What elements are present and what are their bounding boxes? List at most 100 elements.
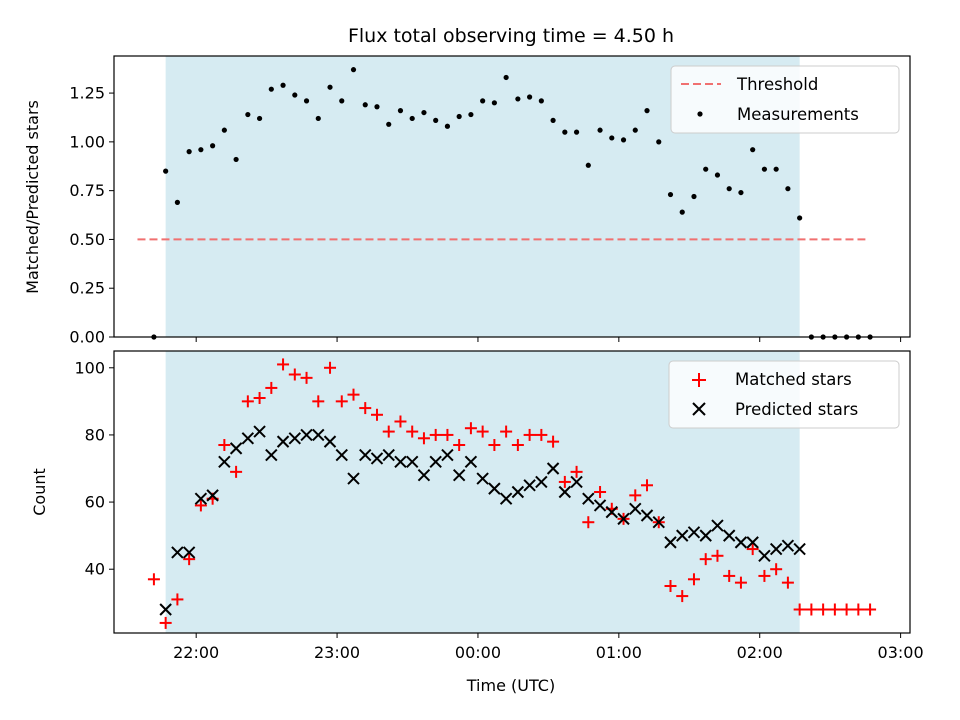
x-tick-label-00-00: 00:00 — [455, 643, 501, 662]
predicted-stars-point-27 — [476, 472, 489, 485]
measurements-point-50 — [738, 189, 744, 196]
y-tick-label-0-0-25: 0.25 — [69, 279, 105, 298]
measurements-point-22 — [409, 115, 415, 122]
predicted-stars-point-16 — [347, 472, 360, 485]
x-axis-label: Time (UTC) — [466, 676, 555, 695]
measurements-point-53 — [773, 166, 779, 172]
x-tick-label-22-00: 22:00 — [173, 643, 219, 662]
measurements-legend-label: Measurements — [737, 105, 859, 124]
predicted-stars-point-36 — [582, 492, 595, 505]
matched-stars-point-8 — [241, 395, 254, 408]
matched-stars-point-20 — [382, 425, 395, 438]
predicted-stars-point-28 — [488, 482, 501, 495]
measurements-point-9 — [256, 115, 263, 122]
matched-stars-point-10 — [265, 381, 278, 394]
matched-stars-point-9 — [253, 392, 266, 404]
predicted-stars-point-19 — [382, 448, 395, 462]
measurements-point-5 — [210, 143, 216, 149]
measurements-point-20 — [386, 121, 392, 127]
matched-stars-point-46 — [687, 573, 700, 586]
predicted-stars-point-52 — [769, 542, 783, 556]
predicted-stars-point-32 — [535, 475, 548, 489]
matched-stars-point-18 — [359, 402, 372, 415]
measurements-point-25 — [444, 123, 451, 129]
measurements-point-14 — [315, 115, 321, 122]
predicted-stars-point-53 — [781, 539, 795, 552]
matched-stars-point-52 — [758, 569, 771, 582]
matched-stars-point-36 — [570, 465, 583, 478]
top-legend-box — [670, 65, 900, 134]
measurements-point-6 — [221, 127, 227, 133]
measurements-point-46 — [691, 193, 697, 200]
predicted-stars-point-20 — [394, 455, 407, 468]
x-tick-label-01-00: 01:00 — [596, 643, 642, 662]
ratio-panel: 0.00 0.25 0.50 0.75 1.00 1.25 Matched/Predict… — [23, 55, 911, 347]
x-tick-label-23-00: 23:00 — [314, 643, 360, 662]
predicted-stars-point-17 — [359, 448, 372, 462]
predicted-stars-point-42 — [652, 516, 665, 529]
predicted-stars-point-34 — [558, 485, 572, 499]
measurements-point-18 — [362, 102, 368, 108]
measurements-point-51 — [750, 147, 756, 153]
measurements-point-35 — [562, 129, 568, 135]
matched-stars-point-3 — [183, 553, 196, 566]
measurements-point-1 — [163, 168, 169, 174]
matched-legend-handle — [692, 373, 706, 387]
measurements-point-2 — [174, 199, 180, 205]
predicted-stars-point-38 — [605, 505, 619, 519]
matched-stars-point-0 — [147, 573, 160, 586]
predicted-stars-point-23 — [429, 455, 442, 468]
matched-stars-point-61 — [864, 603, 877, 616]
measurements-point-31 — [515, 96, 521, 102]
measurements-point-34 — [550, 117, 556, 123]
y-tick-label-0-1-25: 1.25 — [69, 84, 105, 103]
predicted-stars-point-47 — [711, 519, 724, 532]
predicted-stars-point-31 — [523, 479, 536, 492]
matched-stars-point-4 — [194, 499, 207, 512]
predicted-stars-point-21 — [405, 455, 419, 468]
predicted-stars-point-40 — [629, 502, 642, 515]
matched-stars-point-12 — [288, 368, 301, 381]
x-tick-label-03-00: 03:00 — [878, 643, 924, 662]
predicted-stars-point-49 — [734, 536, 748, 549]
measurements-point-17 — [350, 67, 357, 73]
measurements-point-11 — [280, 82, 286, 88]
predicted-stars-point-50 — [746, 536, 759, 549]
matched-stars-point-56 — [805, 603, 818, 616]
matched-stars-point-44 — [664, 580, 677, 592]
matched-stars-point-31 — [511, 439, 524, 451]
measurements-point-39 — [609, 135, 615, 141]
y-tick-label-0-0-00: 0.00 — [69, 328, 105, 347]
predicted-stars-point-13 — [312, 428, 325, 442]
top-legend: Threshold Measurements — [670, 65, 900, 134]
matched-stars-point-25 — [441, 428, 454, 441]
y-tick-label-1-60: 60 — [85, 493, 105, 512]
predicted-stars-point-41 — [640, 509, 654, 522]
y-tick-label-1-80: 80 — [85, 425, 105, 444]
bottom-legend-box — [668, 360, 900, 429]
matched-stars-point-26 — [453, 439, 466, 451]
predicted-stars-point-6 — [229, 442, 243, 455]
matched-stars-point-47 — [699, 553, 712, 566]
matched-stars-point-22 — [406, 425, 419, 438]
predicted-stars-point-37 — [593, 499, 607, 512]
matched-stars-point-54 — [781, 576, 794, 589]
measurements-point-55 — [797, 215, 803, 221]
predicted-stars-point-10 — [276, 435, 290, 448]
measurements-point-38 — [597, 127, 603, 133]
bottom-legend: Matched stars Predicted stars — [668, 360, 900, 429]
predicted-stars-point-4 — [206, 489, 219, 502]
measurements-point-36 — [573, 129, 580, 135]
threshold-legend-label: Threshold — [736, 75, 818, 94]
measurements-point-44 — [667, 191, 674, 198]
top-y-axis-label: Matched/Predicted stars — [23, 100, 42, 294]
measurements-point-24 — [433, 117, 439, 123]
bottom-y-axis-label: Count — [30, 468, 49, 516]
measurements-point-8 — [245, 111, 251, 118]
matched-stars-point-17 — [347, 388, 360, 401]
measurements-point-49 — [726, 186, 732, 192]
measurements-point-28 — [480, 98, 486, 104]
predicted-stars-point-39 — [617, 512, 630, 526]
